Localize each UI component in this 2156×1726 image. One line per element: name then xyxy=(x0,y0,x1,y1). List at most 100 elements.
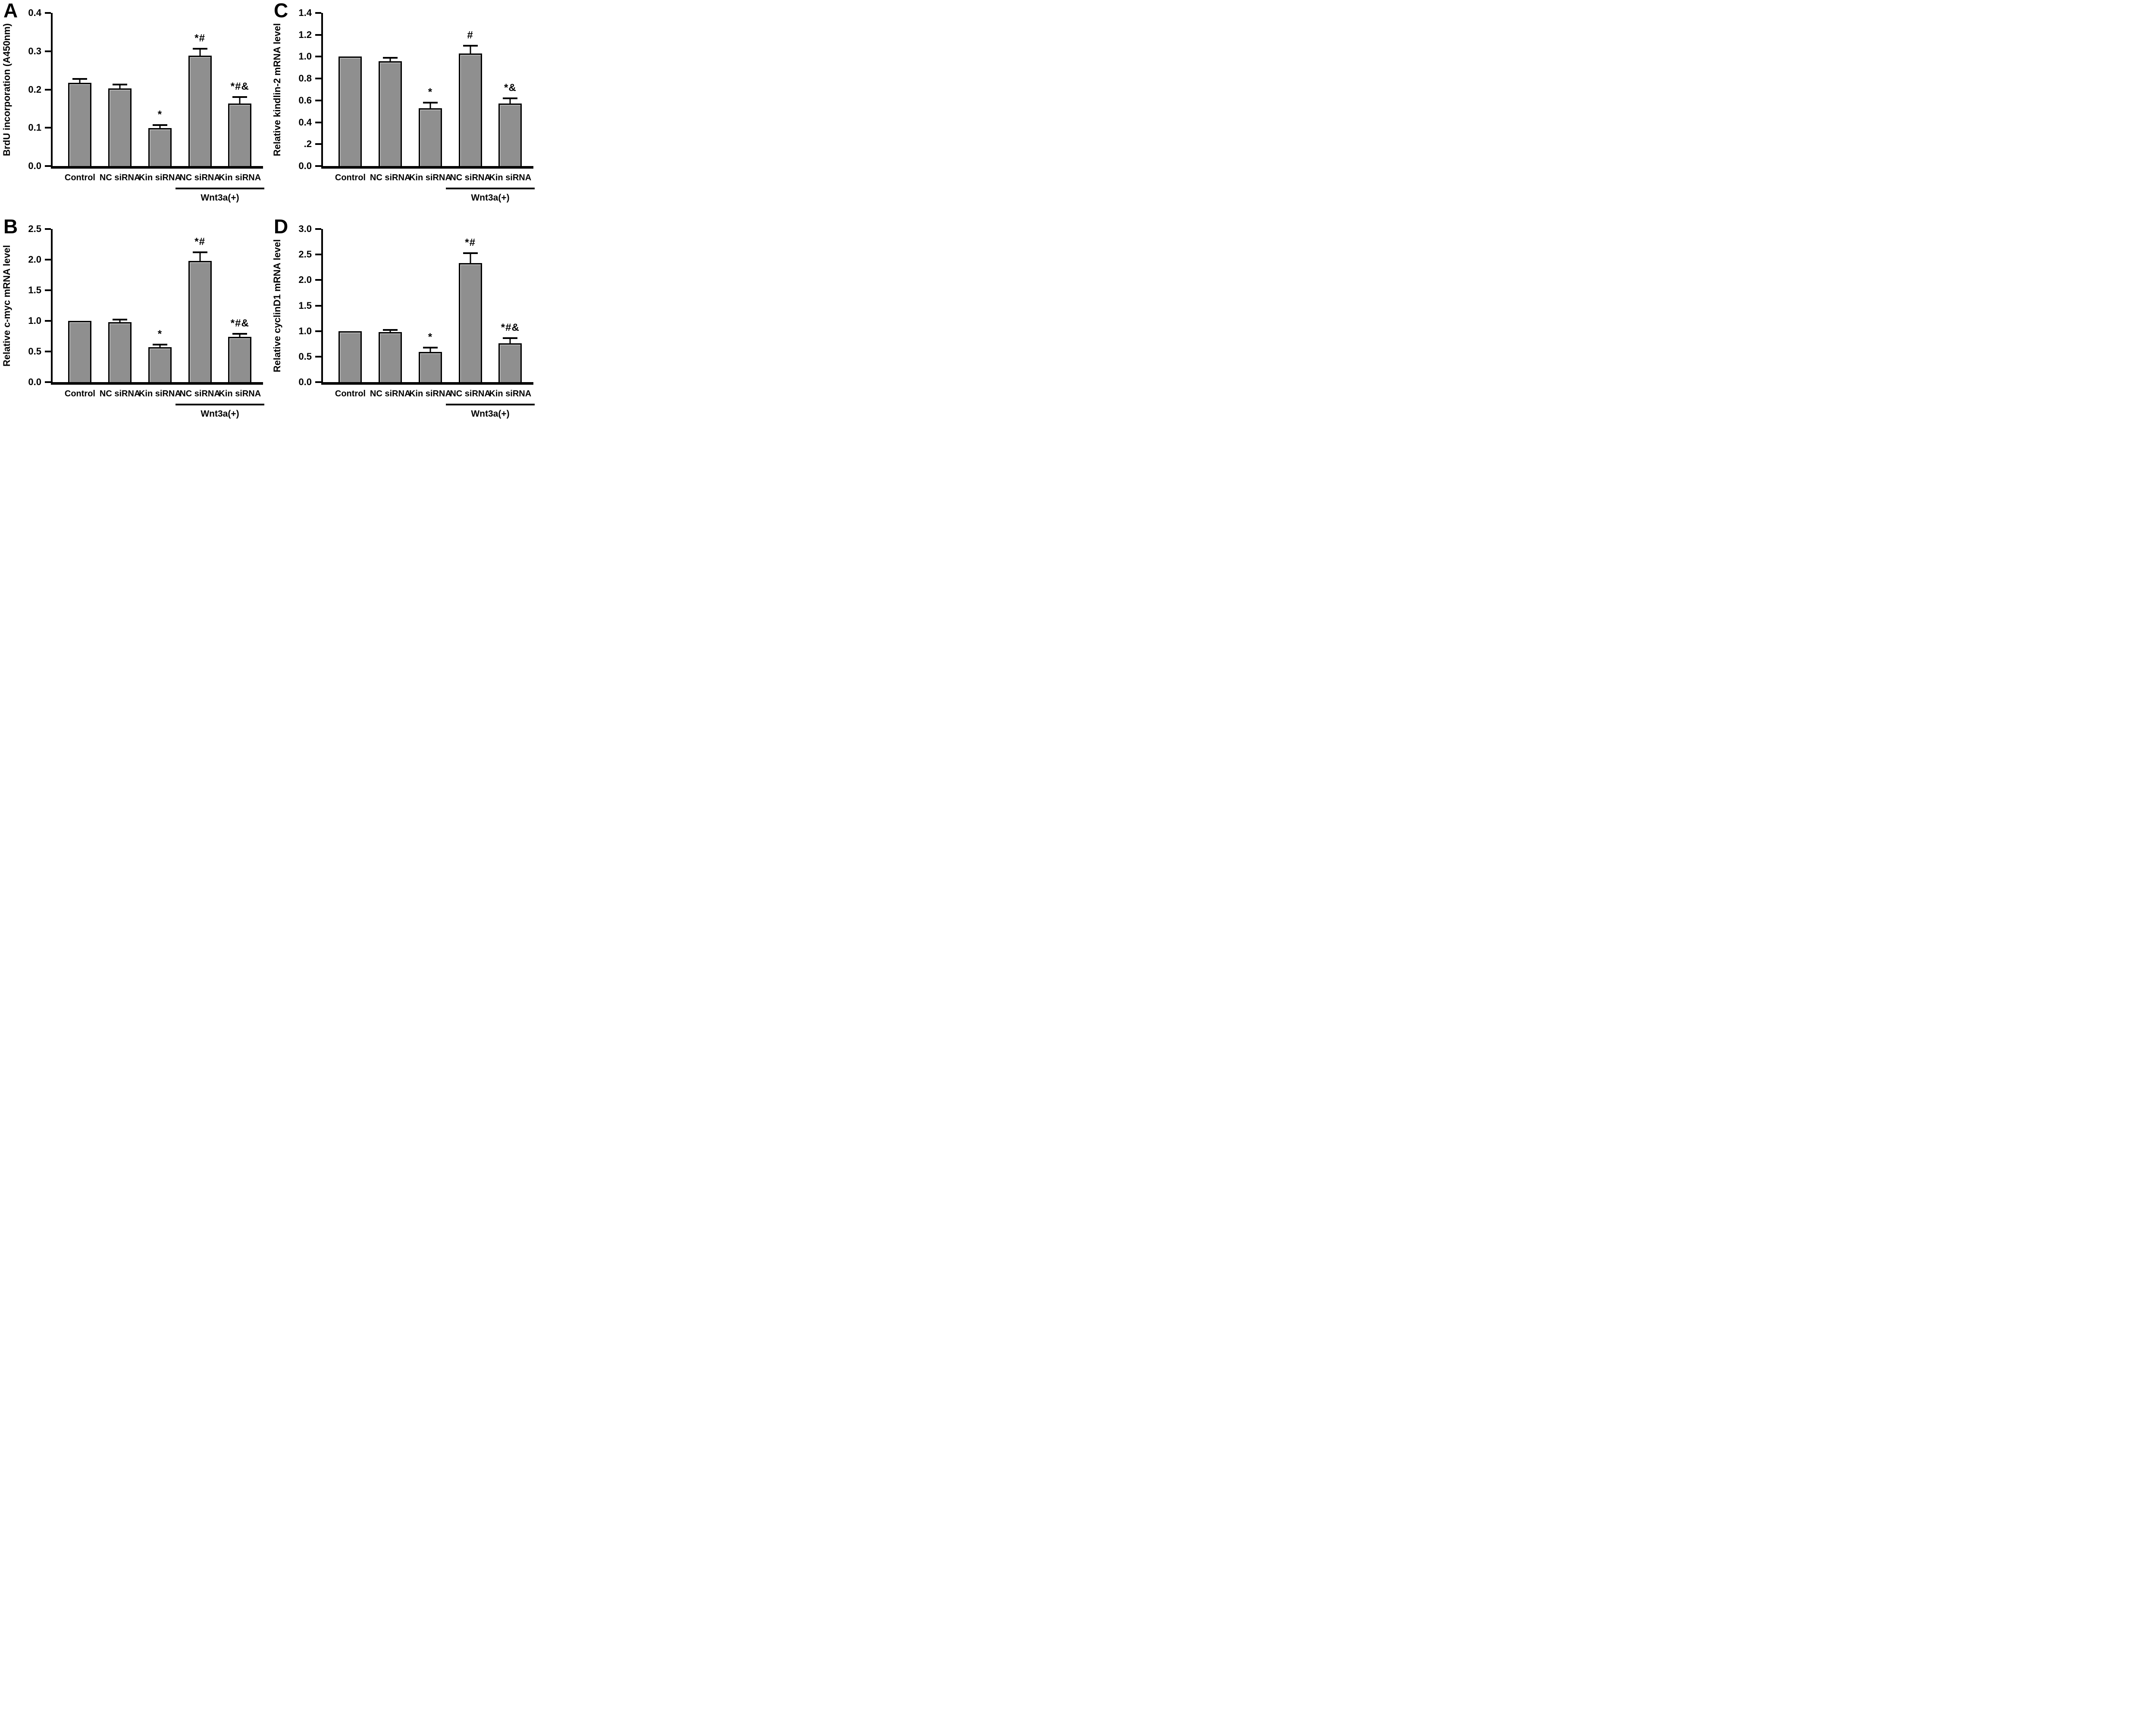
y-tick-label: 1.0 xyxy=(298,325,312,336)
y-axis-title-B: Relative c-myc mRNA level xyxy=(1,245,12,367)
figure-four-panel-bar-charts: A BrdU incorporation (A450nm) 0.0 0.1 0.2 0… xyxy=(0,0,541,432)
panel-C: C Relative kindlin-2 mRNA level 0.0 .2 0.4… xyxy=(270,0,541,216)
panel-B: B Relative c-myc mRNA level 0.0 0.5 1.0 1.5… xyxy=(0,216,270,432)
significance-label: *# xyxy=(194,32,205,44)
x-tick-label: Control xyxy=(64,389,95,399)
y-tick-label: 1.0 xyxy=(298,51,312,62)
panel-letter-C: C xyxy=(274,0,288,22)
wnt3a-group-label: Wnt3a(+) xyxy=(201,409,239,419)
y-axis-tick xyxy=(45,351,51,352)
bar-nc-sirna xyxy=(379,61,402,166)
x-tick-label: Kin siRNA xyxy=(409,173,451,182)
y-tick-label: 1.0 xyxy=(28,315,41,326)
x-tick-label: Kin siRNA xyxy=(138,173,181,182)
bar-nc-sirna xyxy=(108,88,132,166)
significance-label: *#& xyxy=(501,322,520,334)
error-bar xyxy=(239,97,241,105)
wnt3a-bracket xyxy=(445,188,535,189)
bar-kin-sirna-wnt3a xyxy=(228,104,252,166)
significance-label: * xyxy=(157,328,163,340)
wnt3a-bracket xyxy=(175,404,265,405)
y-tick-label: 0.6 xyxy=(298,94,312,106)
significance-label: * xyxy=(157,109,163,121)
y-tick-label: 0.8 xyxy=(298,73,312,84)
x-tick-label: NC siRNA xyxy=(370,389,411,399)
error-bar-cap xyxy=(152,344,167,346)
y-axis-tick xyxy=(315,304,321,307)
bar-control xyxy=(68,82,92,166)
y-axis-tick xyxy=(315,254,321,256)
bar-control xyxy=(338,331,362,382)
y-tick-label: 0.1 xyxy=(28,122,41,133)
y-axis-tick xyxy=(45,165,51,167)
wnt3a-group-label: Wnt3a(+) xyxy=(471,193,510,203)
wnt3a-bracket xyxy=(175,188,265,189)
error-bar-cap xyxy=(423,346,438,348)
y-tick-label: 3.0 xyxy=(298,223,312,234)
panel-letter-B: B xyxy=(3,215,18,238)
y-tick-label: 0.4 xyxy=(298,116,312,128)
x-tick-label: Kin siRNA xyxy=(409,389,451,399)
bar-kin-sirna xyxy=(148,347,172,382)
significance-label: *#& xyxy=(230,317,249,329)
y-axis-tick xyxy=(315,165,321,167)
wnt3a-group-label: Wnt3a(+) xyxy=(201,193,239,203)
y-tick-label: 2.5 xyxy=(298,249,312,260)
x-tick-label: NC siRNA xyxy=(179,389,220,399)
bar-kin-sirna xyxy=(148,128,172,166)
error-bar xyxy=(389,330,391,334)
y-axis-tick xyxy=(315,12,321,14)
error-bar-cap xyxy=(503,97,518,99)
y-axis-tick xyxy=(315,330,321,332)
y-tick-label: .2 xyxy=(304,138,312,150)
error-bar-cap xyxy=(72,78,88,80)
error-bar xyxy=(159,125,161,130)
error-bar-cap xyxy=(503,337,518,339)
x-tick-label: Kin siRNA xyxy=(219,389,261,399)
plot-area-C: Relative kindlin-2 mRNA level 0.0 .2 0.4 0.… xyxy=(272,8,535,203)
y-axis-tick xyxy=(315,56,321,58)
x-tick-label: Control xyxy=(64,173,95,182)
y-axis-title-A: BrdU incorporation (A450nm) xyxy=(1,23,12,156)
y-axis-tick xyxy=(315,143,321,145)
bar-control xyxy=(68,321,92,382)
significance-label: *& xyxy=(504,82,517,94)
bar-kin-sirna-wnt3a xyxy=(498,104,522,166)
y-tick-label: 1.2 xyxy=(298,29,312,40)
y-axis-tick xyxy=(45,50,51,52)
error-bar-cap xyxy=(232,96,248,98)
y-axis-tick xyxy=(45,12,51,14)
error-bar-cap xyxy=(113,319,128,321)
y-tick-label: 0.0 xyxy=(298,160,312,171)
y-tick-label: 0.0 xyxy=(28,160,41,171)
error-bar xyxy=(429,102,431,110)
bar-nc-sirna-wnt3a xyxy=(188,56,212,166)
x-tick-label: Kin siRNA xyxy=(489,389,532,399)
y-tick-label: 0.0 xyxy=(28,377,41,387)
x-tick-label: NC siRNA xyxy=(99,389,141,399)
bar-nc-sirna xyxy=(108,322,132,382)
error-bar-cap xyxy=(463,45,478,47)
bar-nc-sirna-wnt3a xyxy=(458,263,482,382)
y-tick-label: 0.0 xyxy=(298,377,312,387)
error-bar xyxy=(119,84,121,90)
y-tick-label: 0.5 xyxy=(298,351,312,362)
bar-control xyxy=(338,56,362,166)
error-bar-cap xyxy=(463,252,478,254)
y-tick-label: 2.0 xyxy=(298,274,312,286)
error-bar xyxy=(159,345,161,349)
error-bar xyxy=(429,347,431,354)
plot-area-D: Relative cyclinD1 mRNA level 0.0 0.5 1.0 1.… xyxy=(272,224,535,419)
significance-label: * xyxy=(428,86,433,98)
panel-letter-D: D xyxy=(274,215,288,238)
bar-nc-sirna-wnt3a xyxy=(458,53,482,166)
error-bar-cap xyxy=(113,83,128,85)
bar-kin-sirna xyxy=(418,108,442,166)
error-bar xyxy=(199,252,201,262)
y-axis-tick xyxy=(315,121,321,123)
x-tick-label: NC siRNA xyxy=(450,389,491,399)
significance-label: * xyxy=(428,331,433,343)
x-tick-label: Control xyxy=(335,173,366,182)
y-axis-tick xyxy=(45,289,51,291)
bar-kin-sirna-wnt3a xyxy=(498,343,522,382)
